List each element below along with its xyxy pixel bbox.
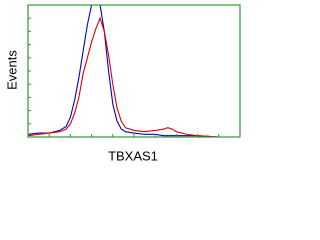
x-axis-label: TBXAS1 (108, 148, 158, 163)
plot-area (28, 5, 240, 137)
chart: Events TBXAS1 (4, 4, 241, 163)
series-line (28, 5, 240, 137)
y-axis-label: Events (4, 50, 19, 90)
series-line (28, 16, 240, 137)
plot-frame (27, 4, 241, 138)
